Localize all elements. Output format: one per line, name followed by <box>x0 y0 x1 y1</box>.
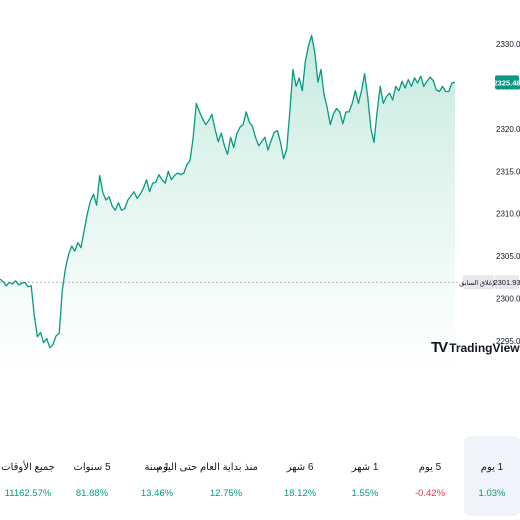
period-label: 1 يوم <box>480 462 504 473</box>
prev-close-title-badge <box>463 275 494 290</box>
area-fill <box>0 35 455 375</box>
period-label: منذ بداية العام حتى اليوم <box>156 462 258 473</box>
period-tab[interactable]: 1 شهر 1.55% <box>333 436 397 516</box>
period-label: 6 شهر <box>286 462 314 473</box>
y-tick-label: 2300.00 <box>496 295 520 304</box>
y-tick-label: 2295.00 <box>496 337 520 346</box>
period-tab[interactable]: 6 شهر 18.12% <box>268 436 332 516</box>
y-tick-label: 2310.00 <box>496 210 520 219</box>
period-change-value: 81.88% <box>75 488 109 499</box>
period-change-value: 1.03% <box>478 488 506 499</box>
period-change-value: 13.46% <box>140 488 174 499</box>
y-tick-label: 2315.00 <box>496 167 520 176</box>
period-label: جميع الأوقات <box>1 462 55 473</box>
price-line-layer <box>0 34 456 349</box>
price-line <box>0 34 456 349</box>
prev-close-title: الإغلاق السابق <box>459 280 498 287</box>
y-tick-label: 2330.00 <box>496 40 520 49</box>
y-tick-label: 2320.00 <box>496 125 520 134</box>
period-tab[interactable]: منذ بداية العام حتى اليوم 12.75% <box>156 436 258 516</box>
tradingview-logo-text: TradingView <box>449 340 520 355</box>
period-change-value: 18.12% <box>283 488 317 499</box>
period-change-value: 11162.57% <box>4 488 52 499</box>
period-tab[interactable]: 5 يوم -0.42% <box>398 436 462 516</box>
period-change-value: 12.75% <box>209 488 243 499</box>
area-fill-layer <box>0 35 455 375</box>
period-label: 5 يوم <box>418 462 442 473</box>
period-selector: جميع الأوقات 11162.57% 5 سنوات 81.88% 1 سنة 1… <box>0 436 520 516</box>
price-chart[interactable]: 2295.00 2300.00 2305.00 2310.00 2315.00 2320.… <box>0 0 520 380</box>
y-tick-label: 2305.00 <box>496 252 520 261</box>
period-change-value: 1.55% <box>351 488 379 499</box>
period-tab[interactable]: 1 سنة 13.46% <box>125 436 189 516</box>
prev-close-badge <box>495 275 519 290</box>
current-price-badge <box>495 75 519 90</box>
period-change-value: -0.42% <box>414 488 446 499</box>
tradingview-logo[interactable]: TV TradingView <box>431 339 520 356</box>
period-label: 1 سنة <box>144 462 170 473</box>
tradingview-logo-icon: TV <box>431 339 448 356</box>
prev-close-label: 2301.93 <box>493 278 520 287</box>
period-label: 5 سنوات <box>73 462 111 473</box>
period-tab[interactable]: 5 سنوات 81.88% <box>60 436 124 516</box>
period-label: 1 شهر <box>351 462 379 473</box>
period-tab[interactable]: 1 يوم 1.03% <box>464 436 520 516</box>
current-price-label: 2325.48 <box>493 78 520 87</box>
period-tab[interactable]: جميع الأوقات 11162.57% <box>0 436 60 516</box>
